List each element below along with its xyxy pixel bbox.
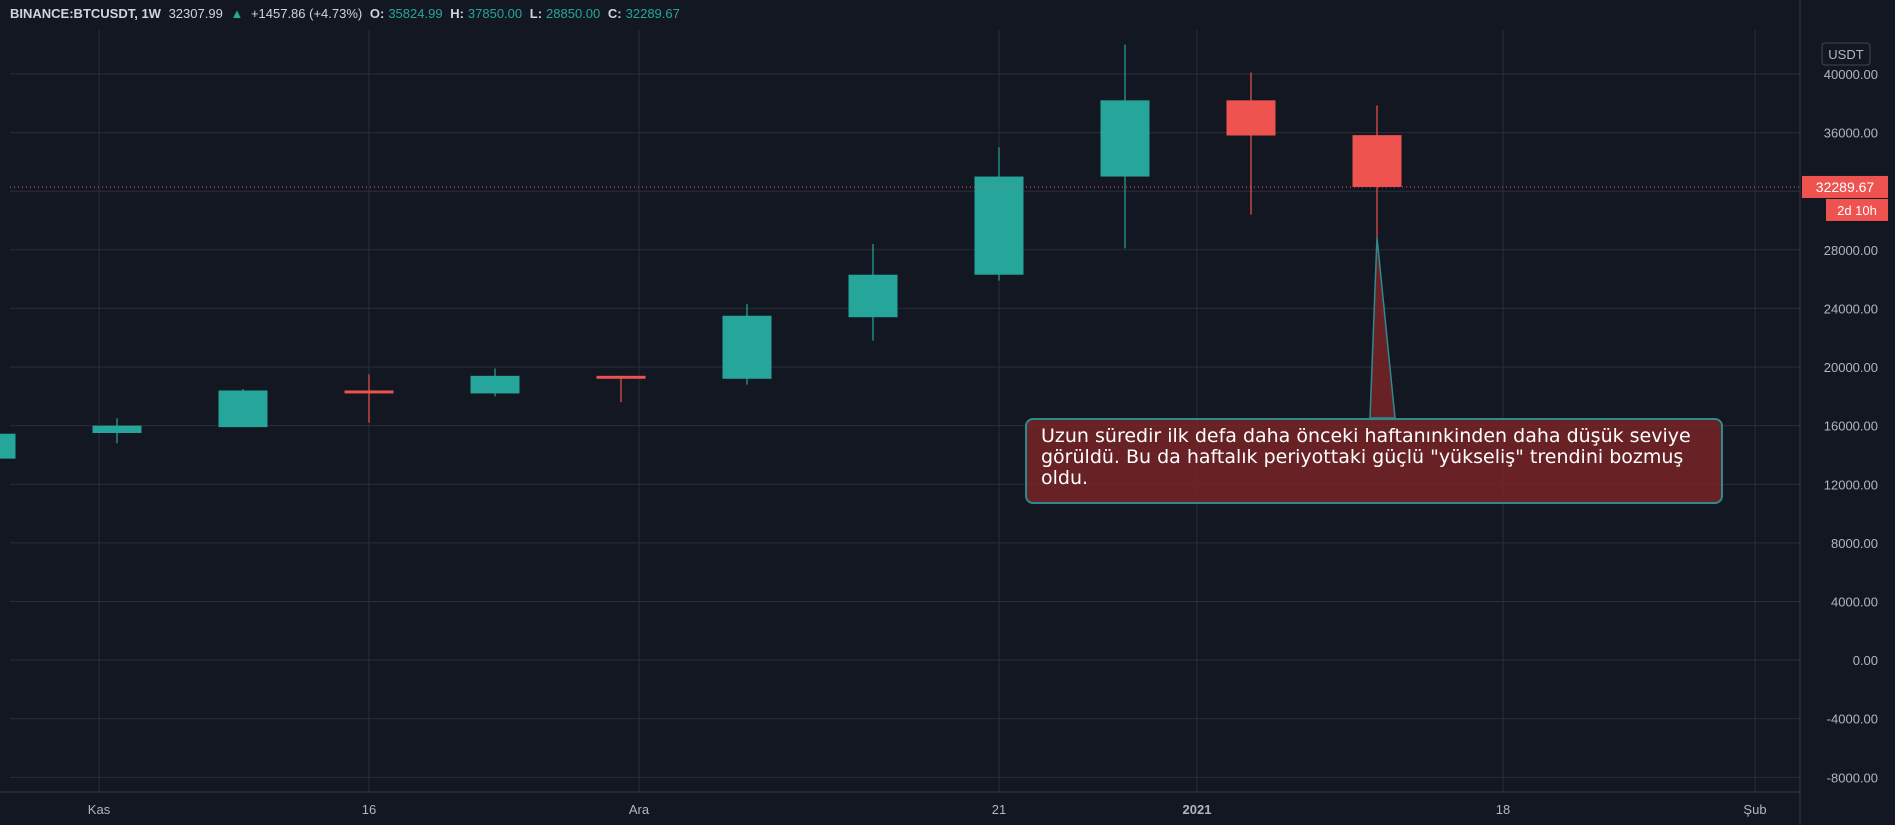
price-change: +1457.86 (+4.73%)	[250, 6, 363, 21]
time-tick-label: Kas	[88, 802, 111, 817]
countdown-label: 2d 10h	[1837, 203, 1877, 218]
countdown-badge	[1826, 198, 1888, 221]
price-tick-label: -4000.00	[1827, 712, 1878, 727]
time-tick-label: Ara	[629, 802, 650, 817]
candle-body	[596, 375, 646, 379]
candle[interactable]	[0, 430, 16, 465]
annotation-callout[interactable]: Uzun süredir ilk defa daha önceki haftan…	[1025, 418, 1723, 504]
last-price-badge-label: 32289.67	[1816, 179, 1875, 195]
low-value: 28850.00	[546, 6, 601, 21]
candle-body	[344, 390, 394, 394]
time-tick-label: 21	[992, 802, 1006, 817]
candle-body	[470, 375, 520, 394]
candle-body	[1100, 100, 1150, 177]
time-tick-label: Şub	[1743, 802, 1766, 817]
candle[interactable]	[848, 243, 898, 341]
candle[interactable]	[722, 304, 772, 385]
price-tick-label: 36000.00	[1824, 126, 1878, 141]
last-price-badge	[1802, 175, 1888, 198]
price-tick-label: -8000.00	[1827, 770, 1878, 785]
candle[interactable]	[974, 147, 1024, 281]
price-tick-label: 12000.00	[1824, 477, 1878, 492]
price-tick-label: 0.00	[1853, 653, 1878, 668]
callout-pointer[interactable]	[1369, 237, 1396, 419]
candle[interactable]	[596, 375, 646, 403]
time-tick-label: 2021	[1183, 802, 1212, 817]
candles-layer	[0, 44, 1402, 465]
candle[interactable]	[470, 368, 520, 397]
candle[interactable]	[1100, 44, 1150, 249]
symbol-header: BINANCE:BTCUSDT, 1W 32307.99 ▲ +1457.86 …	[10, 6, 684, 24]
time-axis-labels[interactable]: Eyl21Eki19Kas16Ara21202118Şub15Mar15	[0, 802, 1895, 817]
price-tick-label: 24000.00	[1824, 301, 1878, 316]
chart-grid	[10, 30, 1800, 792]
price-axis-labels[interactable]: -8000.00 -4000.00 0.00 4000.00 8000.00 12000.…	[1824, 67, 1878, 785]
symbol-label[interactable]: BINANCE:BTCUSDT, 1W	[10, 6, 161, 21]
candle-body	[722, 315, 772, 379]
candle-body	[974, 176, 1024, 275]
currency-badge	[1821, 42, 1871, 66]
low-label: L:	[529, 6, 543, 21]
currency-label: USDT	[1828, 47, 1863, 62]
candle[interactable]	[344, 374, 394, 423]
time-tick-label: 16	[362, 802, 376, 817]
candle-body	[92, 425, 142, 433]
open-label: O:	[369, 6, 385, 21]
candle-body	[1352, 135, 1402, 187]
price-tick-label: 16000.00	[1824, 419, 1878, 434]
close-value: 32289.67	[625, 6, 680, 21]
price-tick-label: 20000.00	[1824, 360, 1878, 375]
candle[interactable]	[1226, 72, 1276, 215]
change-arrow-icon: ▲	[230, 6, 244, 21]
price-tick-label: 28000.00	[1824, 243, 1878, 258]
candle-body	[1226, 100, 1276, 136]
candle[interactable]	[218, 389, 268, 428]
time-tick-label: 18	[1496, 802, 1510, 817]
high-value: 37850.00	[467, 6, 523, 21]
candle[interactable]	[1352, 105, 1402, 238]
candle-body	[848, 274, 898, 318]
last-price: 32307.99	[168, 6, 223, 21]
candle-body	[218, 390, 268, 428]
price-tick-label: 40000.00	[1824, 67, 1878, 82]
price-tick-label: 8000.00	[1831, 536, 1878, 551]
open-value: 35824.99	[388, 6, 443, 21]
candle[interactable]	[92, 418, 142, 444]
high-label: H:	[450, 6, 464, 21]
candle-body	[0, 433, 16, 459]
price-tick-label: 4000.00	[1831, 595, 1878, 610]
close-label: C:	[607, 6, 622, 21]
